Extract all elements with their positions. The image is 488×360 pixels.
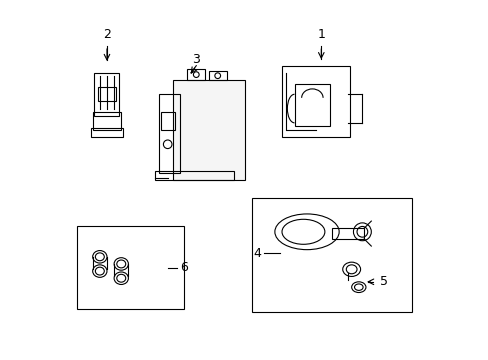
Text: 6: 6 xyxy=(180,261,188,274)
Bar xyxy=(208,71,226,80)
Bar xyxy=(93,112,121,130)
Bar xyxy=(160,112,175,130)
Text: 5: 5 xyxy=(380,275,387,288)
Text: 1: 1 xyxy=(317,28,325,41)
Bar xyxy=(77,226,183,309)
Bar xyxy=(91,128,123,137)
Text: 3: 3 xyxy=(192,53,200,66)
Text: 2: 2 xyxy=(103,28,111,41)
Bar xyxy=(294,84,329,126)
Bar xyxy=(159,94,180,173)
Bar xyxy=(187,69,205,80)
Bar xyxy=(155,171,233,180)
Bar xyxy=(331,228,364,239)
Bar xyxy=(173,80,244,180)
Bar xyxy=(94,73,119,116)
Bar xyxy=(282,66,349,137)
Bar xyxy=(98,87,116,102)
Text: 4: 4 xyxy=(253,247,261,260)
Bar xyxy=(251,198,411,312)
